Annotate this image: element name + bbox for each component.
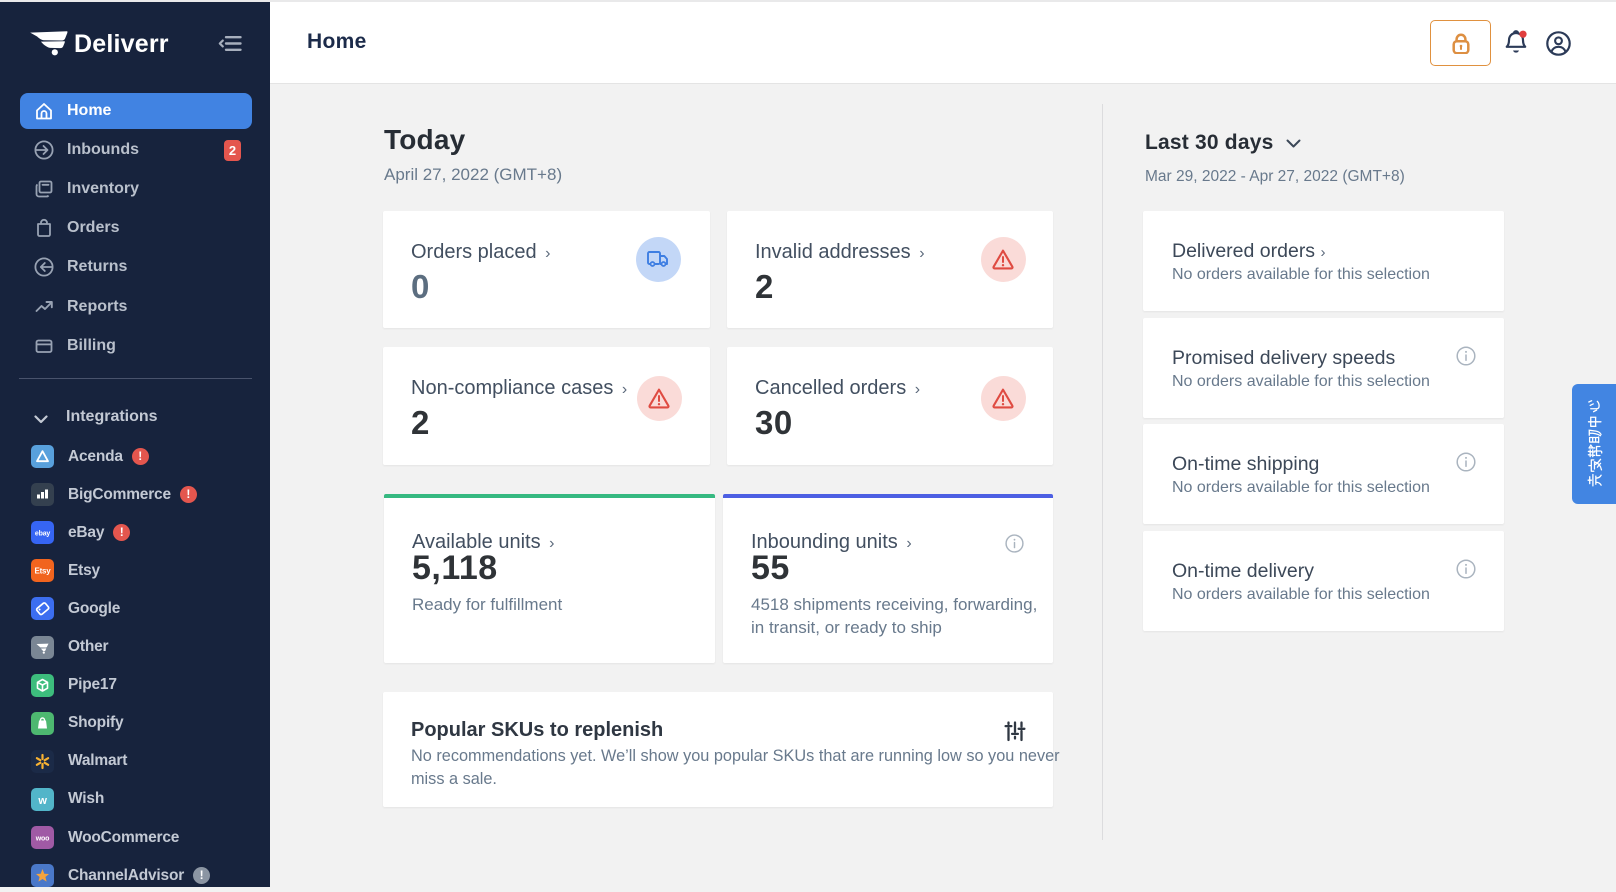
svg-text:Etsy: Etsy [34, 567, 51, 576]
svg-text:ebay: ebay [35, 531, 50, 538]
svg-text:w: w [37, 795, 47, 807]
svg-text:woo: woo [35, 836, 49, 843]
